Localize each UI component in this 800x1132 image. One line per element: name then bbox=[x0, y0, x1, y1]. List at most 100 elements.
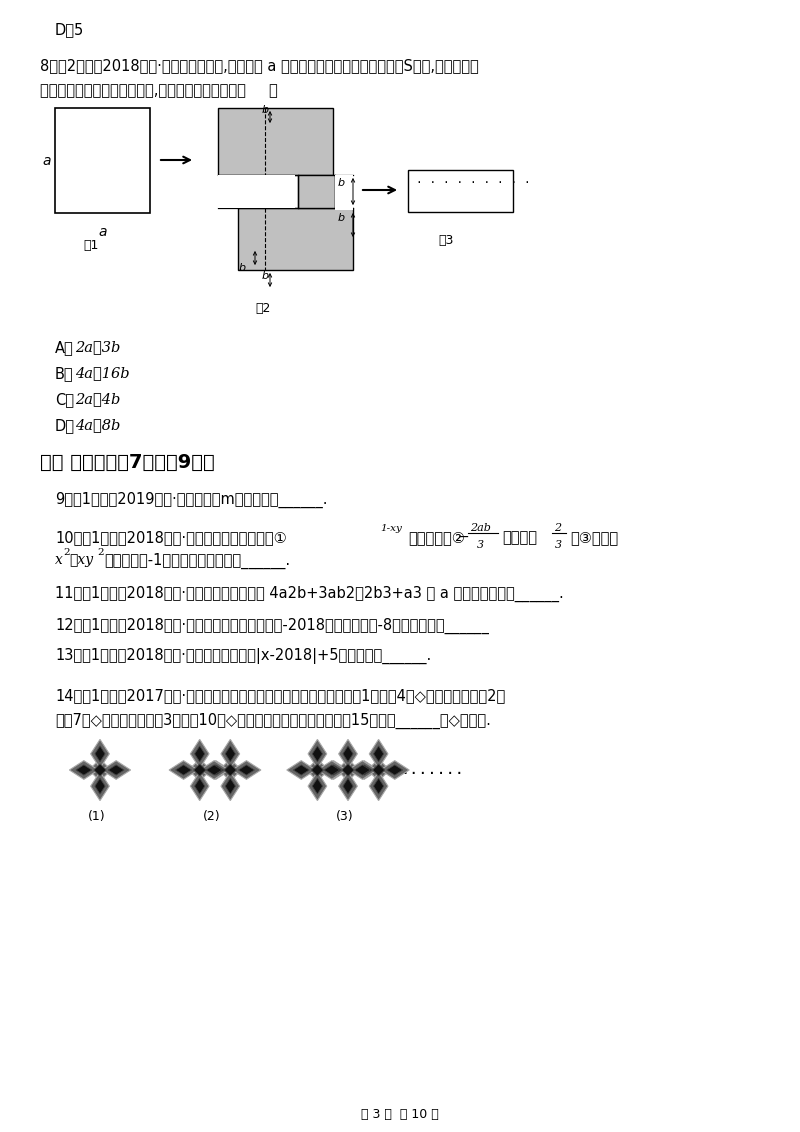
Polygon shape bbox=[90, 739, 110, 769]
Bar bbox=[218, 108, 333, 175]
Text: 2a－3b: 2a－3b bbox=[75, 340, 120, 354]
Polygon shape bbox=[108, 765, 124, 775]
Polygon shape bbox=[194, 778, 205, 794]
Text: 是多项式；②: 是多项式；② bbox=[408, 530, 465, 544]
Polygon shape bbox=[190, 772, 209, 800]
Text: 3: 3 bbox=[555, 540, 562, 550]
Text: 13．（1分）（2018七上·灌阳期中）代数式|x-2018|+5的最小值是______.: 13．（1分）（2018七上·灌阳期中）代数式|x-2018|+5的最小值是__… bbox=[55, 648, 431, 664]
Polygon shape bbox=[356, 765, 372, 775]
Text: (3): (3) bbox=[336, 811, 354, 823]
Text: 2: 2 bbox=[554, 523, 561, 533]
Polygon shape bbox=[326, 765, 342, 775]
Text: 2ab: 2ab bbox=[470, 523, 491, 533]
Text: 的常数项是-1；其中正确的序号是______.: 的常数项是-1；其中正确的序号是______. bbox=[104, 554, 290, 569]
Polygon shape bbox=[225, 746, 235, 762]
Text: D．5: D．5 bbox=[55, 22, 84, 37]
Polygon shape bbox=[221, 772, 240, 800]
Bar bbox=[408, 170, 513, 212]
Bar bbox=[298, 175, 335, 208]
Polygon shape bbox=[319, 761, 348, 779]
Text: 2: 2 bbox=[97, 548, 104, 557]
Polygon shape bbox=[102, 761, 130, 779]
Polygon shape bbox=[202, 761, 230, 779]
Polygon shape bbox=[200, 761, 229, 779]
Text: 3: 3 bbox=[477, 540, 484, 550]
Polygon shape bbox=[354, 765, 370, 775]
Polygon shape bbox=[90, 772, 110, 800]
Polygon shape bbox=[219, 758, 242, 781]
Text: －xy: －xy bbox=[69, 554, 93, 567]
Text: .......: ....... bbox=[401, 762, 465, 777]
Text: B．: B． bbox=[55, 366, 74, 381]
Text: ；③多项式: ；③多项式 bbox=[570, 530, 618, 544]
Polygon shape bbox=[169, 761, 198, 779]
Polygon shape bbox=[176, 765, 191, 775]
Polygon shape bbox=[387, 765, 402, 775]
Text: b: b bbox=[262, 271, 269, 281]
Text: 12．（1分）（2018七上·云梦月考）数轴上表示数-2018的点与表示数-8的点的距离为______: 12．（1分）（2018七上·云梦月考）数轴上表示数-2018的点与表示数-8的… bbox=[55, 618, 489, 634]
Polygon shape bbox=[374, 746, 384, 762]
Polygon shape bbox=[208, 765, 224, 775]
Text: 1-xy: 1-xy bbox=[380, 524, 402, 533]
Polygon shape bbox=[94, 764, 106, 777]
Bar bbox=[238, 208, 353, 271]
Polygon shape bbox=[194, 746, 205, 762]
Polygon shape bbox=[367, 758, 390, 781]
Text: a: a bbox=[42, 154, 50, 168]
Polygon shape bbox=[370, 772, 388, 800]
Text: 2a－4b: 2a－4b bbox=[75, 392, 120, 406]
Polygon shape bbox=[337, 758, 359, 781]
Text: 图2: 图2 bbox=[255, 302, 270, 315]
Text: 的系数是: 的系数是 bbox=[502, 530, 537, 544]
Text: 图3: 图3 bbox=[438, 234, 454, 247]
Text: 图1: 图1 bbox=[83, 239, 98, 252]
Text: 4a－16b: 4a－16b bbox=[75, 366, 130, 380]
Polygon shape bbox=[318, 761, 346, 779]
Bar bbox=[218, 175, 295, 208]
Text: 2: 2 bbox=[63, 548, 70, 557]
Text: C．: C． bbox=[55, 392, 74, 408]
Polygon shape bbox=[343, 778, 353, 794]
Polygon shape bbox=[95, 746, 105, 762]
Polygon shape bbox=[189, 758, 210, 781]
Polygon shape bbox=[324, 765, 340, 775]
Text: b: b bbox=[338, 178, 345, 188]
Text: A．: A． bbox=[55, 340, 74, 355]
Polygon shape bbox=[190, 739, 209, 769]
Text: 二、 填空题（共7题；共9分）: 二、 填空题（共7题；共9分） bbox=[40, 453, 214, 472]
Polygon shape bbox=[238, 765, 254, 775]
Text: (1): (1) bbox=[88, 811, 106, 823]
Polygon shape bbox=[89, 758, 111, 781]
Polygon shape bbox=[225, 778, 235, 794]
Polygon shape bbox=[224, 764, 236, 777]
Text: 是由7个◇组成的，图案（3）是由10个◇组成的，以此类推，则图案（15）是由______个◇组成的.: 是由7个◇组成的，图案（3）是由10个◇组成的，以此类推，则图案（15）是由__… bbox=[55, 713, 491, 729]
Text: x: x bbox=[55, 554, 63, 567]
Polygon shape bbox=[70, 761, 98, 779]
Polygon shape bbox=[76, 765, 92, 775]
Text: b: b bbox=[338, 213, 345, 223]
Bar bbox=[55, 108, 150, 213]
Polygon shape bbox=[311, 764, 323, 777]
Text: 10．（1分）（2018七上·通化期中）下列说法：①: 10．（1分）（2018七上·通化期中）下列说法：① bbox=[55, 530, 286, 544]
Text: a: a bbox=[98, 225, 106, 239]
Polygon shape bbox=[287, 761, 316, 779]
Text: b: b bbox=[262, 105, 269, 115]
Polygon shape bbox=[221, 739, 240, 769]
Text: D．: D． bbox=[55, 418, 75, 434]
Polygon shape bbox=[312, 778, 322, 794]
Polygon shape bbox=[308, 772, 326, 800]
Polygon shape bbox=[194, 764, 206, 777]
Text: 9．（1分）（2019七上·道外期末）m的相反数是______.: 9．（1分）（2019七上·道外期末）m的相反数是______. bbox=[55, 492, 327, 508]
Polygon shape bbox=[350, 761, 378, 779]
Polygon shape bbox=[206, 765, 222, 775]
Polygon shape bbox=[348, 761, 377, 779]
Text: 8．（2分）（2018七上·金华期中）如图,将边长为 a 的正方形剪去两个小长方形得到S图案,再将这两个: 8．（2分）（2018七上·金华期中）如图,将边长为 a 的正方形剪去两个小长方… bbox=[40, 58, 478, 72]
Polygon shape bbox=[294, 765, 309, 775]
Polygon shape bbox=[374, 778, 384, 794]
Polygon shape bbox=[380, 761, 409, 779]
Text: · · · · · · · · ·: · · · · · · · · · bbox=[416, 178, 530, 188]
Polygon shape bbox=[343, 746, 353, 762]
Text: −: − bbox=[458, 530, 470, 544]
Text: 小长方形拼成一个新的长力形,求新的长方形的周长（     ）: 小长方形拼成一个新的长力形,求新的长方形的周长（ ） bbox=[40, 83, 278, 98]
Text: 第 3 页  共 10 页: 第 3 页 共 10 页 bbox=[361, 1108, 439, 1121]
